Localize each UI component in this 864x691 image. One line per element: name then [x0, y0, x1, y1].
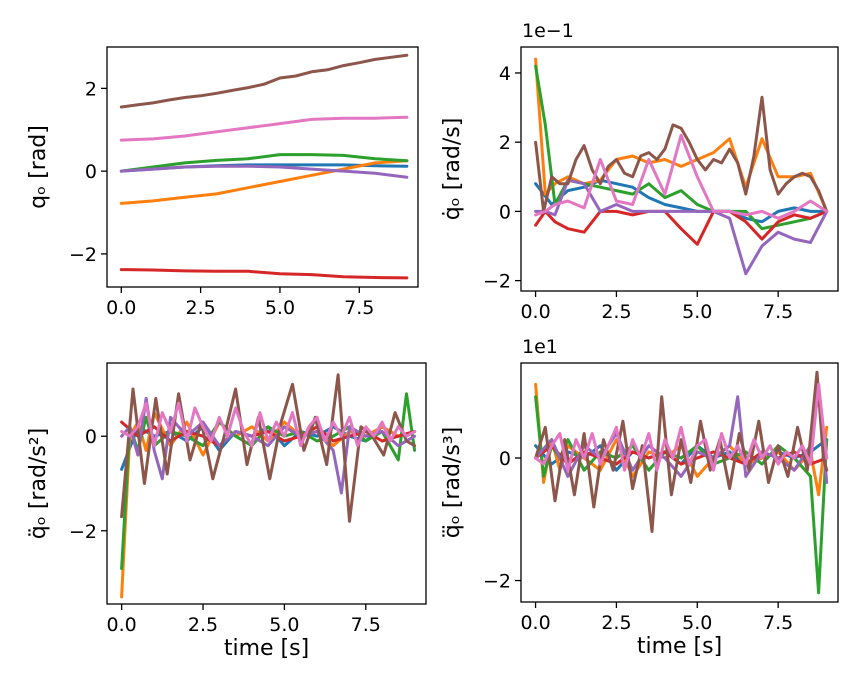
series-line-q6	[120, 401, 417, 448]
axes-frame	[520, 46, 839, 292]
series-line-q3	[534, 209, 829, 246]
x-tick-label: 0.0	[520, 612, 550, 634]
x-tick-label: 5.0	[269, 614, 299, 636]
y-tick-label: −2	[69, 244, 97, 266]
y-tick-label: 4	[499, 63, 511, 85]
subplot-3: 0.0 2.5 5.0 7.5 −2 0 q̈ₒ [rad/s²] time [s]	[26, 362, 427, 661]
x-tick-label: 0.0	[520, 301, 550, 323]
axes-frame	[106, 46, 419, 288]
axes-frame	[106, 362, 427, 605]
x-tick-label: 7.5	[763, 301, 793, 323]
series-line-q6	[534, 133, 829, 220]
y-tick-label: 2	[85, 78, 97, 100]
y-axis-label: q̇ₒ [rad/s]	[440, 118, 465, 221]
x-tick-label: 5.0	[265, 297, 295, 319]
x-tick-label: 2.5	[188, 614, 218, 636]
series-line-q1	[119, 159, 409, 205]
y-tick-label: 2	[499, 132, 511, 154]
series-line-q0	[534, 178, 829, 224]
y-tick-label: 0	[499, 201, 511, 223]
x-tick-label: 0.0	[107, 614, 137, 636]
subplot-2: 0.0 2.5 5.0 7.5 −2 0 2 4 q̇ₒ [rad/s] 1e−1	[440, 20, 839, 323]
x-tick-label: 5.0	[682, 612, 712, 634]
axis-offset-label: 1e1	[522, 336, 558, 358]
y-tick-label: 0	[85, 161, 97, 183]
series-line-q3	[119, 268, 409, 280]
series-line-q5	[120, 373, 417, 523]
y-tick-label: −2	[69, 521, 97, 543]
x-tick-label: 7.5	[351, 614, 381, 636]
x-tick-label: 2.5	[601, 612, 631, 634]
x-tick-label: 2.5	[601, 301, 631, 323]
axes-frame	[520, 362, 839, 603]
series-line-q5	[534, 95, 829, 213]
y-tick-label: 0	[499, 448, 511, 470]
subplot-1: 0.0 2.5 5.0 7.5 −2 0 2 qₒ [rad]	[26, 46, 419, 319]
x-tick-label: 0.0	[106, 297, 136, 319]
series-line-q2	[119, 153, 409, 173]
series-line-q6	[119, 115, 409, 142]
series-line-q4	[120, 396, 417, 495]
y-axis-label: qₒ [rad]	[26, 125, 51, 209]
y-tick-label: 0	[85, 426, 97, 448]
x-tick-label: 7.5	[344, 297, 374, 319]
y-tick-label: −2	[483, 571, 511, 593]
series-line-q5	[534, 370, 829, 533]
x-axis-label: time [s]	[637, 634, 722, 659]
x-axis-label: time [s]	[224, 636, 309, 661]
axis-offset-label: 1e−1	[522, 20, 574, 42]
x-tick-label: 7.5	[763, 612, 793, 634]
series-line-q4	[119, 164, 409, 179]
x-tick-label: 5.0	[682, 301, 712, 323]
y-axis-label: q̈ₒ [rad/s²]	[26, 428, 51, 539]
series-line-q5	[119, 53, 409, 109]
series-line-q6	[534, 382, 829, 472]
y-tick-label: −2	[483, 271, 511, 293]
x-tick-label: 2.5	[186, 297, 216, 319]
subplot-4: 0.0 2.5 5.0 7.5 −2 0 q⃛ₒ [rad/s³] time [s] 1e1	[440, 336, 839, 659]
series-line-q4	[534, 178, 829, 276]
y-axis-label: q⃛ₒ [rad/s³]	[440, 427, 465, 538]
